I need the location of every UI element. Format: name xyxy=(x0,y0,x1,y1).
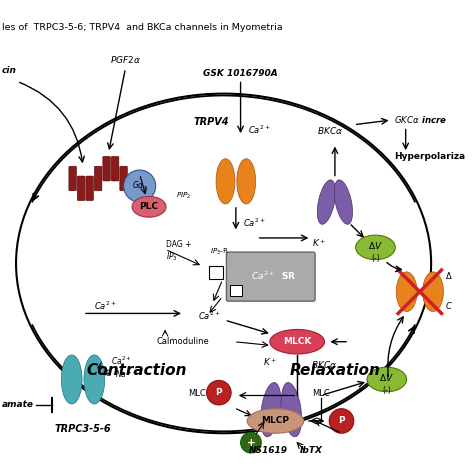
Text: $BKC\alpha$: $BKC\alpha$ xyxy=(311,359,337,370)
Text: Calmoduline: Calmoduline xyxy=(156,337,210,346)
Text: NS1619: NS1619 xyxy=(248,446,287,455)
Text: P: P xyxy=(216,388,222,397)
Text: $\Delta V$: $\Delta V$ xyxy=(368,240,383,251)
Ellipse shape xyxy=(282,383,301,437)
Text: amate: amate xyxy=(2,401,34,410)
Text: MLC: MLC xyxy=(188,389,206,398)
FancyBboxPatch shape xyxy=(103,156,110,181)
Text: (-): (-) xyxy=(371,254,380,263)
Bar xyxy=(210,266,223,280)
Bar xyxy=(230,285,242,296)
FancyBboxPatch shape xyxy=(69,166,76,191)
Text: PLC: PLC xyxy=(139,202,159,211)
Text: $\Delta V$: $\Delta V$ xyxy=(379,372,394,383)
Text: MLCP: MLCP xyxy=(262,417,290,426)
Circle shape xyxy=(241,432,261,453)
Text: Hyperpolariza: Hyperpolariza xyxy=(394,152,465,161)
Ellipse shape xyxy=(61,355,82,404)
Ellipse shape xyxy=(367,367,407,392)
Ellipse shape xyxy=(216,159,235,204)
Text: $Ca^{2+}$: $Ca^{2+}$ xyxy=(248,124,271,136)
Circle shape xyxy=(124,170,155,202)
Ellipse shape xyxy=(356,235,395,260)
Text: $C$: $C$ xyxy=(445,301,453,311)
Circle shape xyxy=(207,381,231,405)
Text: $\Delta$: $\Delta$ xyxy=(445,270,453,281)
Text: +: + xyxy=(246,438,255,447)
Text: $BKC\alpha$: $BKC\alpha$ xyxy=(317,125,343,136)
Text: $K^+$: $K^+$ xyxy=(263,356,277,368)
Text: Contraction: Contraction xyxy=(87,363,187,377)
Text: MLC: MLC xyxy=(312,389,329,398)
Ellipse shape xyxy=(317,180,336,224)
Text: Relaxation: Relaxation xyxy=(290,363,380,377)
Ellipse shape xyxy=(261,383,281,437)
Ellipse shape xyxy=(396,272,417,311)
Ellipse shape xyxy=(16,93,431,433)
Text: les of  TRPC3-5-6; TRPV4  and BKCa channels in Myometria: les of TRPC3-5-6; TRPV4 and BKCa channel… xyxy=(2,23,283,32)
Text: MLCK: MLCK xyxy=(283,337,311,346)
Text: $GKC\alpha$ incre: $GKC\alpha$ incre xyxy=(394,114,447,125)
Text: DAG +: DAG + xyxy=(166,240,191,249)
Text: TRPV4: TRPV4 xyxy=(193,117,229,127)
Text: $Ca^{2+}$: $Ca^{2+}$ xyxy=(94,300,117,312)
Text: cin: cin xyxy=(2,66,17,75)
FancyBboxPatch shape xyxy=(77,176,85,201)
FancyBboxPatch shape xyxy=(120,166,128,191)
Text: $Ca^{2+}$: $Ca^{2+}$ xyxy=(244,217,266,229)
Text: $IP_3$: $IP_3$ xyxy=(166,251,178,263)
Text: (-): (-) xyxy=(383,386,391,395)
Text: $Na^+$: $Na^+$ xyxy=(115,368,133,380)
Text: $Ca^{2+}$: $Ca^{2+}$ xyxy=(198,309,221,321)
Ellipse shape xyxy=(84,355,105,404)
FancyBboxPatch shape xyxy=(227,252,315,301)
FancyBboxPatch shape xyxy=(86,176,93,201)
Ellipse shape xyxy=(237,159,255,204)
Ellipse shape xyxy=(247,409,304,433)
Text: P: P xyxy=(338,417,345,426)
Text: $Ca^{2+}$: $Ca^{2+}$ xyxy=(111,355,132,367)
FancyBboxPatch shape xyxy=(94,166,102,191)
Text: TRPC3-5-6: TRPC3-5-6 xyxy=(55,424,111,434)
Text: IbTX: IbTX xyxy=(300,446,323,455)
Text: GSK 1016790A: GSK 1016790A xyxy=(203,69,278,78)
Text: $IP_3$-R: $IP_3$-R xyxy=(210,246,230,257)
Text: $PIP_2$: $PIP_2$ xyxy=(176,191,192,201)
Ellipse shape xyxy=(423,272,443,311)
Ellipse shape xyxy=(334,180,353,224)
Text: $G\alpha_q$: $G\alpha_q$ xyxy=(132,180,148,192)
Ellipse shape xyxy=(270,329,325,354)
Text: $Ca^{2+}$  SR: $Ca^{2+}$ SR xyxy=(251,270,297,282)
Text: $K^+$: $K^+$ xyxy=(312,237,326,248)
Ellipse shape xyxy=(132,196,166,217)
FancyBboxPatch shape xyxy=(111,156,119,181)
Text: $PGF2\alpha$: $PGF2\alpha$ xyxy=(110,55,141,65)
Circle shape xyxy=(329,409,354,433)
